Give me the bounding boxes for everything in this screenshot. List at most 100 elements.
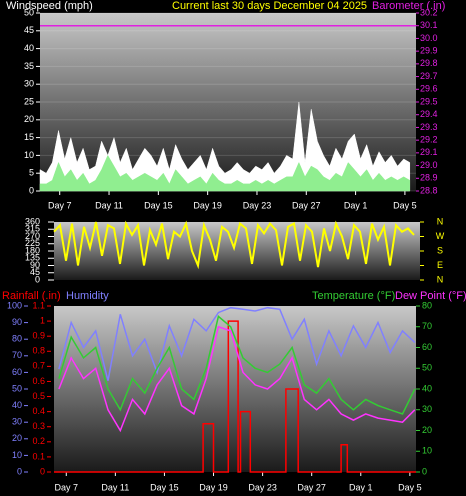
y2-tick-label: 30.1	[420, 20, 438, 30]
area	[39, 154, 411, 192]
y2-tick-label: S	[437, 245, 443, 255]
legend-label: Rainfall (.in)	[2, 290, 61, 302]
line	[53, 220, 415, 270]
y-tick-label: 25	[24, 96, 34, 106]
y-tick-label: 315	[25, 224, 40, 234]
x-tick-label: Day 27	[297, 482, 326, 492]
y2-tick-label: 0	[422, 466, 427, 476]
y-tick-label: 30	[24, 79, 34, 89]
y3-tick-label: 40	[12, 400, 22, 410]
y-tick-label: 0.8	[32, 346, 45, 356]
y2-tick-label: 29.4	[420, 109, 438, 119]
y-tick-label: 360	[25, 216, 40, 226]
y3-tick-label: 70	[12, 350, 22, 360]
y3-tick-label: 100	[7, 300, 22, 310]
y2-tick-label: 29.1	[420, 147, 438, 157]
line	[58, 306, 416, 381]
y2-tick-label: N	[437, 274, 444, 284]
y-tick-label: 0.3	[32, 421, 45, 431]
y2-tick-label: 30	[422, 404, 432, 414]
y-tick-label: 20	[24, 114, 34, 124]
y2-tick-label: 29.0	[420, 160, 438, 170]
y2-tick-label: 50	[422, 363, 432, 373]
legend-label: Humidity	[66, 290, 109, 302]
y2-tick-label: 20	[422, 425, 432, 435]
y2-tick-label: 28.8	[420, 185, 438, 195]
y2-tick-label: 28.9	[420, 173, 438, 183]
y2-tick-label: W	[436, 231, 445, 241]
y2-tick-label: N	[437, 216, 444, 226]
y2-tick-label: 30.2	[420, 7, 438, 17]
y-axis-label: Windspeed (mph)	[6, 0, 93, 12]
y-tick-label: 0	[29, 185, 34, 195]
x-tick-label: Day 23	[248, 482, 277, 492]
y-tick-label: 0.6	[32, 376, 45, 386]
y3-tick-label: 80	[12, 334, 22, 344]
y2-tick-label: 30.0	[420, 33, 438, 43]
chart-title: Current last 30 days December 04 2025	[172, 0, 367, 12]
y3-tick-label: 50	[12, 383, 22, 393]
y3-tick-label: 0	[17, 466, 22, 476]
x-tick-label: Day 15	[150, 482, 179, 492]
y2-tick-label: 10	[422, 446, 432, 456]
y2-tick-label: 70	[422, 321, 432, 331]
y2-axis-label: Barometer (.in)	[372, 0, 445, 12]
y-tick-label: 40	[24, 43, 34, 53]
y-tick-label: 45	[24, 25, 34, 35]
y-tick-label: 1.1	[32, 300, 45, 310]
line	[58, 325, 416, 433]
y-tick-label: 90	[30, 260, 40, 270]
x-tick-label: Day 5	[393, 200, 417, 210]
x-tick-label: Day 5	[398, 482, 422, 492]
x-tick-label: Day 19	[199, 482, 228, 492]
y2-tick-label: 29.2	[420, 135, 438, 145]
x-tick-label: Day 7	[48, 200, 72, 210]
y-tick-label: 0.1	[32, 451, 45, 461]
y2-tick-label: 29.9	[420, 46, 438, 56]
y-tick-label: 5	[29, 168, 34, 178]
line	[58, 315, 416, 415]
x-tick-label: Day 1	[344, 200, 368, 210]
y3-tick-label: 60	[12, 367, 22, 377]
y2-tick-label: 40	[422, 383, 432, 393]
x-tick-label: Day 11	[101, 482, 129, 492]
plot-area	[54, 222, 420, 280]
y-tick-label: 270	[25, 231, 40, 241]
y-tick-label: 180	[25, 245, 40, 255]
y-tick-label: 0.2	[32, 436, 45, 446]
x-tick-label: Day 11	[95, 200, 123, 210]
x-tick-label: Day 27	[292, 200, 321, 210]
y-tick-label: 135	[25, 253, 40, 263]
y2-tick-label: 29.3	[420, 122, 438, 132]
y-tick-label: 15	[24, 132, 34, 142]
y-tick-label: 45	[30, 267, 40, 277]
y-tick-label: 225	[25, 238, 40, 248]
y-tick-label: 0.4	[32, 406, 45, 416]
x-tick-label: Day 7	[55, 482, 79, 492]
y2-tick-label: 29.5	[420, 96, 438, 106]
plot-area	[54, 306, 416, 472]
y2-tick-label: E	[437, 260, 443, 270]
y-tick-label: 0.9	[32, 331, 45, 341]
y2-tick-label: 80	[422, 300, 432, 310]
y2-tick-label: 29.8	[420, 58, 438, 68]
y-tick-label: 35	[24, 61, 34, 71]
y-tick-label: 0.7	[32, 361, 45, 371]
area	[39, 101, 411, 192]
y3-tick-label: 10	[12, 450, 22, 460]
legend-label: Dew Point (°F)	[395, 290, 466, 302]
y-tick-label: 0	[40, 466, 45, 476]
x-tick-label: Day 15	[144, 200, 173, 210]
y-tick-label: 50	[24, 7, 34, 17]
y-tick-label: 0.5	[32, 391, 45, 401]
line	[54, 320, 416, 473]
y-tick-label: 0	[35, 274, 40, 284]
x-tick-label: Day 1	[349, 482, 373, 492]
x-tick-label: Day 23	[243, 200, 272, 210]
x-tick-label: Day 19	[193, 200, 222, 210]
y3-tick-label: 90	[12, 317, 22, 327]
y2-tick-label: 60	[422, 342, 432, 352]
y-tick-label: 10	[24, 150, 34, 160]
